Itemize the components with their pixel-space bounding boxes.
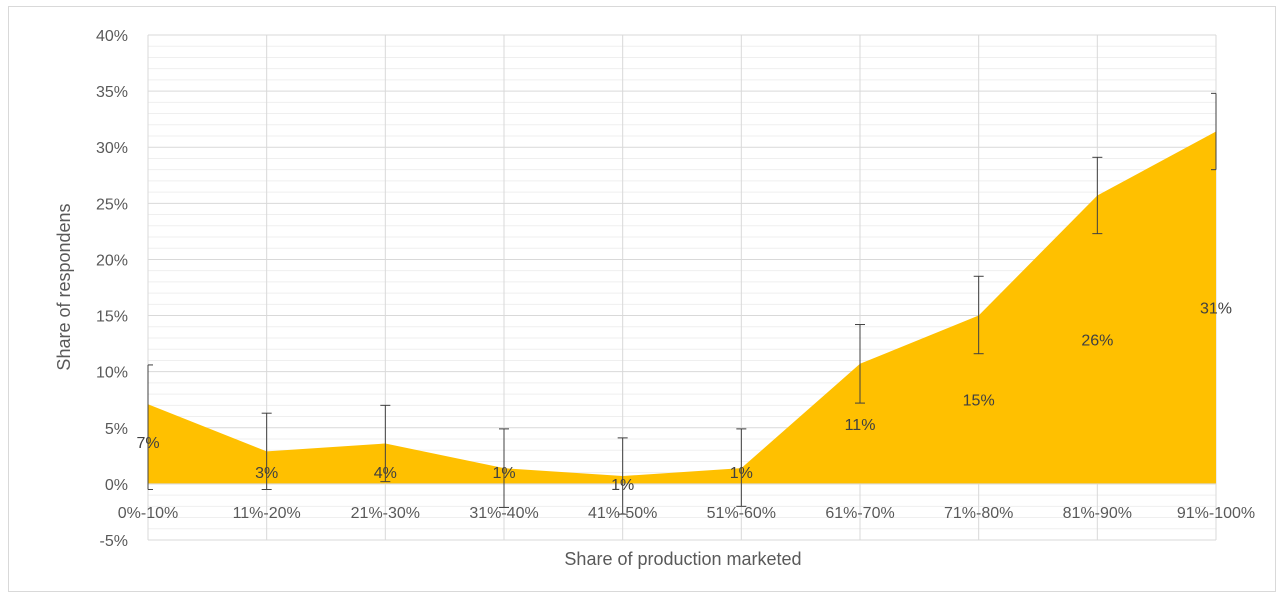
- data-label: 1%: [730, 465, 753, 482]
- data-label: 7%: [136, 435, 159, 452]
- y-tick-label: 5%: [105, 421, 128, 438]
- error-bars: [147, 92, 1217, 515]
- x-axis-title: Share of production marketed: [564, 549, 801, 569]
- x-tick-label: 31%-40%: [469, 505, 538, 522]
- y-tick-label: 10%: [96, 365, 128, 382]
- area-fill: [148, 131, 1216, 484]
- error-bar: [147, 364, 153, 490]
- x-tick-label: 51%-60%: [707, 505, 776, 522]
- y-axis-title: Share of respondens: [54, 203, 74, 370]
- data-label: 4%: [374, 465, 397, 482]
- error-bar: [499, 428, 509, 508]
- data-label: 15%: [963, 393, 995, 410]
- y-tick-label: 25%: [96, 196, 128, 213]
- y-tick-label: -5%: [100, 533, 128, 550]
- error-bar: [1211, 92, 1217, 171]
- data-label: 11%: [845, 417, 876, 434]
- error-bar: [617, 437, 628, 515]
- data-label: 31%: [1200, 301, 1232, 318]
- error-bar: [736, 428, 747, 507]
- y-tick-label: 35%: [96, 84, 128, 101]
- y-axis-tick-labels: -5% 0% 5% 10% 15% 20% 25% 30% 35% 40%: [96, 28, 128, 550]
- area-series: [148, 131, 1216, 484]
- data-label: 26%: [1081, 333, 1113, 350]
- x-tick-label: 71%-80%: [944, 505, 1013, 522]
- data-label: 1%: [611, 477, 634, 494]
- error-bar: [855, 324, 865, 404]
- y-tick-label: 40%: [96, 28, 128, 45]
- y-tick-label: 30%: [96, 140, 128, 157]
- error-bar: [973, 275, 984, 355]
- error-bar: [380, 404, 391, 483]
- error-bar: [261, 412, 272, 490]
- x-tick-label: 91%-100%: [1177, 505, 1255, 522]
- x-tick-label: 81%-90%: [1063, 505, 1132, 522]
- x-tick-label: 61%-70%: [825, 505, 894, 522]
- y-tick-label: 0%: [105, 477, 128, 494]
- y-tick-label: 15%: [96, 309, 128, 326]
- y-tick-label: 20%: [96, 252, 128, 269]
- x-axis-tick-labels: 0%-10% 11%-20% 21%-30% 31%-40% 41%-50% 51%-60…: [118, 505, 1255, 522]
- data-labels: 7% 3% 4% 1% 1% 1% 11% 15% 26% 31%: [136, 301, 1232, 494]
- data-label: 1%: [492, 465, 515, 482]
- x-tick-label: 0%-10%: [118, 505, 178, 522]
- x-tick-label: 21%-30%: [351, 505, 420, 522]
- error-bar: [1092, 156, 1103, 235]
- x-tick-label: 41%-50%: [588, 505, 657, 522]
- data-label: 3%: [255, 465, 278, 482]
- x-tick-label: 11%-20%: [233, 505, 301, 522]
